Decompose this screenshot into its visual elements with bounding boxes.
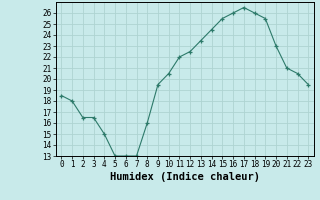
X-axis label: Humidex (Indice chaleur): Humidex (Indice chaleur) bbox=[110, 172, 260, 182]
